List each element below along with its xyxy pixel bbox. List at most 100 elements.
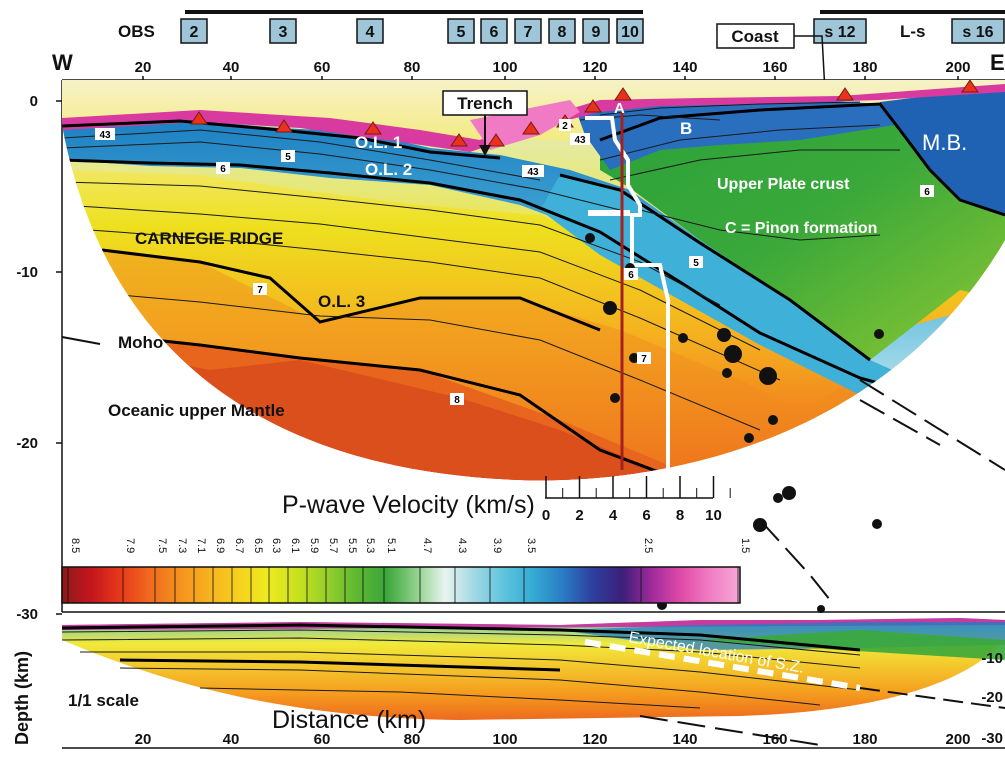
svg-text:43: 43 (574, 135, 586, 146)
y-tick: -10 (16, 264, 38, 281)
earthquake-hypocenters (585, 233, 884, 613)
station-triangle-marker (584, 99, 602, 113)
pinon-label: C = Pinon formation (725, 220, 877, 237)
x-tick-bottom: 60 (314, 731, 331, 748)
x-tick-bottom: 40 (223, 731, 240, 748)
profile-tick-label: 0 (542, 507, 550, 524)
x-axis-bottom: 20 40 60 80 100 120 140 160 180 200 (135, 731, 971, 748)
colorbar-tick-label: 5.1 (385, 538, 397, 553)
colorbar-tick-label: 8.5 (69, 538, 81, 553)
velocity-colorbar (61, 566, 741, 604)
obs-station-7: 7 (514, 18, 542, 44)
colorbar-tick-label: 7.3 (176, 538, 188, 553)
earthquake-marker (603, 301, 617, 315)
earthquake-marker (753, 518, 767, 532)
x-tick-top: 100 (492, 59, 517, 76)
svg-text:8: 8 (454, 395, 460, 406)
obs-station-9: 9 (582, 18, 610, 44)
x-tick-top: 20 (135, 59, 152, 76)
scaled-section-panel: Expected location of S.Z. (61, 618, 1005, 746)
svg-text:43: 43 (527, 167, 539, 178)
y-tick: -20 (16, 435, 38, 452)
x-tick-bottom: 200 (945, 731, 970, 748)
colorbar-tick-label: 7.9 (124, 538, 136, 553)
earthquake-marker (759, 367, 777, 385)
svg-text:2: 2 (190, 24, 199, 41)
obs-station-boxes: 2 3 4 5 6 7 8 9 10 (180, 18, 644, 44)
station-triangle-marker (364, 121, 382, 135)
x-axis-top: 20 40 60 80 100 120 140 160 180 200 (135, 59, 971, 80)
x-tick-bottom: 100 (492, 731, 517, 748)
svg-text:9: 9 (592, 24, 601, 41)
x-tick-bottom: 140 (672, 731, 697, 748)
moho-label: Moho (118, 333, 163, 352)
svg-text:s 12: s 12 (824, 24, 855, 41)
trench-arrowhead (479, 145, 491, 156)
y-axis-title: Depth (km) (12, 651, 32, 745)
b-label: B (680, 119, 692, 138)
west-label: W (52, 50, 73, 75)
x-tick-bottom: 160 (762, 731, 787, 748)
colorbar-tick-label: 4.7 (421, 538, 433, 553)
bottom-y-tick: -10 (981, 650, 1003, 667)
slab-extension-lower (759, 519, 831, 601)
earthquake-marker (585, 233, 595, 243)
obs-station-4: 4 (356, 18, 384, 44)
ol2-label: O.L. 2 (365, 160, 412, 179)
colorbar-tick-label: 5.9 (308, 538, 320, 553)
profile-tick-label: 2 (575, 507, 583, 524)
svg-text:6: 6 (490, 24, 499, 41)
colorbar-tick-label: 6.9 (214, 538, 226, 553)
ol3-label: O.L. 3 (318, 292, 365, 311)
x-tick-top: 140 (672, 59, 697, 76)
obs-station-2: 2 (180, 18, 208, 44)
colorbar-tick-label: 6.7 (233, 538, 245, 553)
x-tick-bottom: 120 (582, 731, 607, 748)
x-tick-top: 60 (314, 59, 331, 76)
earthquake-marker (722, 368, 732, 378)
land-station-s16: s 16 (951, 18, 1005, 44)
svg-text:43: 43 (99, 130, 111, 141)
earthquake-marker (717, 328, 731, 342)
bottom-y-tick: -30 (981, 730, 1003, 747)
trench-label: Trench (457, 94, 513, 113)
coast-arrow (794, 35, 826, 93)
colorbar-fill (61, 566, 741, 604)
land-extent-bar (820, 10, 1005, 14)
colorbar-tick-label: 5.5 (346, 538, 358, 553)
slab-extension-mid (859, 399, 941, 446)
coast-label: Coast (731, 27, 779, 46)
x-tick-top: 180 (852, 59, 877, 76)
carnegie-ridge-label: CARNEGIE RIDGE (135, 229, 283, 248)
mb-label: M.B. (922, 130, 967, 155)
upper-plate-label: Upper Plate crust (717, 176, 850, 193)
svg-text:s 16: s 16 (962, 24, 993, 41)
colorbar-tick-label: 6.5 (252, 538, 264, 553)
earthquake-marker (724, 345, 742, 363)
x-tick-top: 40 (223, 59, 240, 76)
east-label: E (990, 50, 1005, 75)
x-tick-top: 160 (762, 59, 787, 76)
colorbar-tick-label: 6.1 (289, 538, 301, 553)
expected-subduction-line (584, 639, 861, 691)
bottom-y-tick: -20 (981, 689, 1003, 706)
earthquake-marker (773, 493, 783, 503)
svg-text:5: 5 (693, 258, 699, 269)
y-tick: -30 (16, 606, 38, 623)
colorbar-tick-label: 1.5 (739, 538, 751, 553)
x-tick-top: 80 (404, 59, 421, 76)
earthquake-marker (874, 329, 884, 339)
contour-labels: 43 6 5 2 43 43 7 5 6 7 8 6 (95, 119, 934, 406)
obs-extent-bar (185, 10, 643, 14)
station-triangle-marker (961, 79, 979, 93)
colorbar-tick-label: 7.5 (156, 538, 168, 553)
colorbar-tick-label: 5.3 (364, 538, 376, 553)
y-tick: 0 (30, 93, 38, 110)
scale-note: 1/1 scale (68, 691, 139, 710)
earthquake-marker (629, 353, 639, 363)
profile-tick-label: 8 (676, 507, 684, 524)
colorbar-tick-label: 5.7 (327, 538, 339, 553)
obs-station-3: 3 (269, 18, 297, 44)
